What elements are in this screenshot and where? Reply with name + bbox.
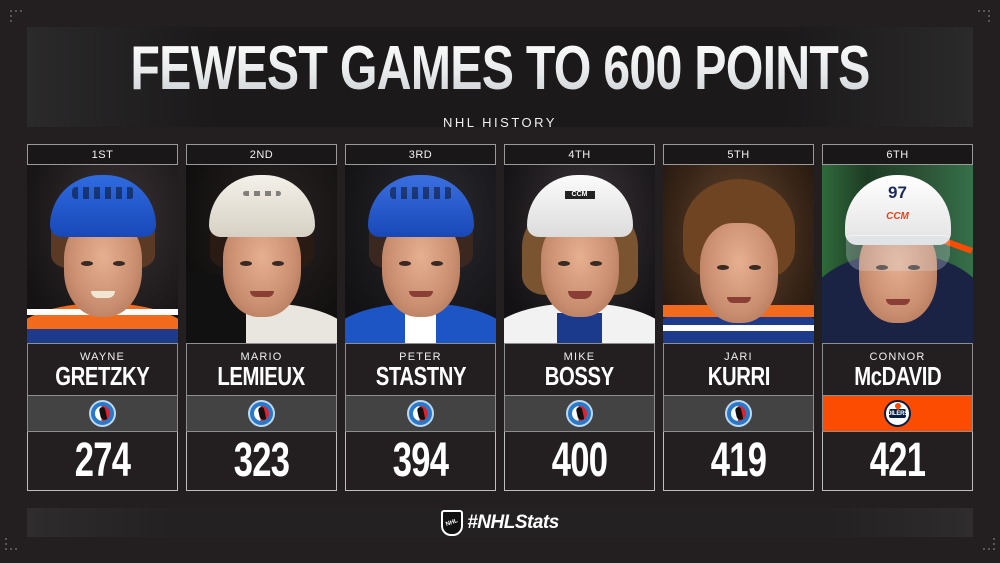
visor bbox=[845, 235, 950, 271]
rank-label: 2ND bbox=[186, 144, 337, 165]
helmet: 97 CCM bbox=[844, 175, 951, 245]
hockey-hall-of-fame-icon bbox=[566, 400, 593, 427]
last-name: McDAVID bbox=[853, 360, 942, 391]
player-photo bbox=[186, 165, 337, 343]
last-name: STASTNY bbox=[375, 360, 466, 391]
first-name: MIKE bbox=[563, 350, 596, 363]
corner-dots-bottom-right bbox=[981, 538, 995, 552]
hashtag: #NHLStats bbox=[467, 511, 559, 533]
games-box: 421 bbox=[822, 432, 973, 491]
last-name: BOSSY bbox=[544, 360, 615, 391]
corner-dots-bottom-left bbox=[5, 538, 19, 552]
player-photo: 97 CCM bbox=[822, 165, 973, 343]
player-card: 1ST WAYNE GRETZKY 274 bbox=[27, 144, 178, 491]
games-box: 419 bbox=[663, 432, 814, 491]
player-name: JARI KURRI bbox=[663, 343, 814, 395]
player-card: 4TH CCM MIKE BOSSY 400 bbox=[504, 144, 655, 491]
last-name: LEMIEUX bbox=[217, 360, 306, 391]
first-name: PETER bbox=[399, 350, 442, 363]
player-card: 2ND MARIO LEMIEUX 323 bbox=[186, 144, 337, 491]
edmonton-oilers-icon: OILERS bbox=[884, 400, 911, 427]
hockey-hall-of-fame-icon bbox=[725, 400, 752, 427]
games-count: 421 bbox=[869, 434, 926, 487]
corner-dots-top-right bbox=[976, 10, 990, 24]
games-count: 274 bbox=[74, 434, 131, 487]
last-name: GRETZKY bbox=[55, 360, 150, 391]
badge-band bbox=[27, 395, 178, 432]
page-subtitle: NHL HISTORY bbox=[443, 115, 557, 130]
player-name: PETER STASTNY bbox=[345, 343, 496, 395]
badge-band: OILERS bbox=[822, 395, 973, 432]
player-photo: CCM bbox=[504, 165, 655, 343]
badge-band bbox=[663, 395, 814, 432]
footer: #NHLStats bbox=[27, 508, 973, 537]
games-box: 274 bbox=[27, 432, 178, 491]
page-title: FEWEST GAMES TO 600 POINTS bbox=[110, 36, 890, 102]
player-card: 5TH JARI KURRI 419 bbox=[663, 144, 814, 491]
player-photo bbox=[27, 165, 178, 343]
last-name: KURRI bbox=[707, 360, 770, 391]
player-name: MARIO LEMIEUX bbox=[186, 343, 337, 395]
nhl-shield-icon bbox=[441, 509, 464, 536]
helmet-brand: CCM bbox=[886, 211, 909, 222]
rank-label: 5TH bbox=[663, 144, 814, 165]
first-name: CONNOR bbox=[869, 350, 926, 363]
games-box: 323 bbox=[186, 432, 337, 491]
player-cards: 1ST WAYNE GRETZKY 274 2ND bbox=[27, 144, 973, 491]
rank-label: 3RD bbox=[345, 144, 496, 165]
hockey-hall-of-fame-icon bbox=[89, 400, 116, 427]
games-count: 400 bbox=[551, 434, 608, 487]
player-name: CONNOR McDAVID bbox=[822, 343, 973, 395]
games-box: 400 bbox=[504, 432, 655, 491]
header-band bbox=[27, 27, 973, 127]
rank-label: 1ST bbox=[27, 144, 178, 165]
player-name: MIKE BOSSY bbox=[504, 343, 655, 395]
first-name: MARIO bbox=[240, 350, 283, 363]
helmet-brand: CCM bbox=[564, 191, 595, 199]
first-name: JARI bbox=[724, 350, 753, 363]
player-card: 6TH 97 CCM CONNOR McDAVID OILERS 421 bbox=[822, 144, 973, 491]
games-count: 419 bbox=[710, 434, 767, 487]
badge-band bbox=[504, 395, 655, 432]
player-name: WAYNE GRETZKY bbox=[27, 343, 178, 395]
first-name: WAYNE bbox=[79, 350, 126, 363]
rank-label: 4TH bbox=[504, 144, 655, 165]
games-count: 394 bbox=[392, 434, 449, 487]
hockey-hall-of-fame-icon bbox=[248, 400, 275, 427]
hockey-hall-of-fame-icon bbox=[407, 400, 434, 427]
badge-band bbox=[345, 395, 496, 432]
player-photo bbox=[663, 165, 814, 343]
player-photo bbox=[345, 165, 496, 343]
rank-label: 6TH bbox=[822, 144, 973, 165]
badge-band bbox=[186, 395, 337, 432]
games-box: 394 bbox=[345, 432, 496, 491]
corner-dots-top-left bbox=[10, 10, 24, 24]
helmet-number: 97 bbox=[888, 183, 907, 202]
player-card: 3RD PETER STASTNY 394 bbox=[345, 144, 496, 491]
games-count: 323 bbox=[233, 434, 290, 487]
